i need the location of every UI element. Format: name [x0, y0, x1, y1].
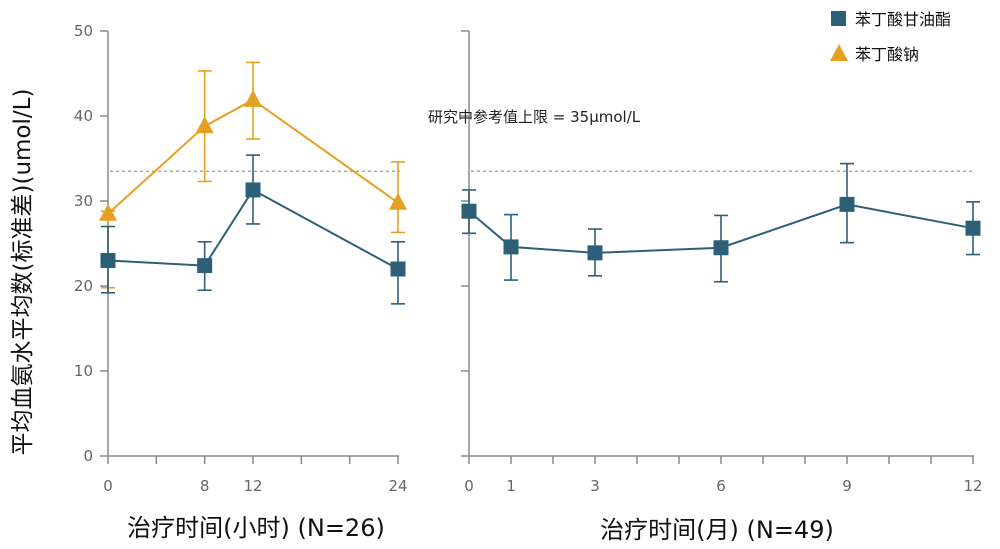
axes-layer: 0 10 20 30 40 50 0 8 12 24 0 1 3 6 9 12 [74, 22, 983, 495]
x-axis-title-months: 治疗时间(月) (N=49) [600, 516, 834, 544]
x-tick-label: 12 [963, 477, 982, 495]
data-point-triangle [244, 89, 262, 107]
series-line [107, 98, 399, 215]
legend: 苯丁酸甘油酯 苯丁酸钠 [830, 10, 951, 64]
data-point-square [245, 182, 261, 198]
x-tick-label: 8 [200, 477, 210, 495]
x-tick-label: 0 [103, 477, 113, 495]
data-point-square [197, 258, 213, 274]
x-tick-label: 24 [388, 477, 407, 495]
reference-line-label: 研究中参考值上限 = 35μmol/L [428, 108, 641, 126]
series-line [107, 188, 399, 270]
data-point-square [965, 220, 981, 236]
y-tick-label: 50 [74, 22, 93, 40]
data-point-square [390, 261, 406, 277]
y-tick-label: 0 [83, 447, 93, 465]
series-layer [99, 61, 981, 305]
x-axis-title-hours: 治疗时间(小时) (N=26) [127, 514, 385, 542]
data-point-square [839, 196, 855, 212]
y-axis-title: 平均血氨水平均数(标准差)(umol/L) [10, 89, 36, 456]
y-tick-label: 20 [74, 277, 93, 295]
legend-label-sodium-phenylbutyrate: 苯丁酸钠 [855, 45, 919, 64]
x-tick-label: 0 [464, 477, 474, 495]
x-tick-label: 6 [716, 477, 726, 495]
x-tick-label: 1 [506, 477, 516, 495]
data-point-triangle [389, 192, 407, 210]
y-tick-label: 40 [74, 107, 93, 125]
x-tick-label: 3 [590, 477, 600, 495]
data-point-triangle [195, 116, 214, 134]
data-point-square [713, 240, 729, 256]
data-point-square [100, 253, 116, 268]
x-tick-label: 9 [842, 477, 852, 495]
y-tick-label: 30 [74, 192, 93, 210]
data-point-square [587, 245, 603, 261]
x-tick-label: 12 [243, 477, 262, 495]
legend-triangle-marker [830, 44, 848, 61]
series-square [100, 154, 406, 305]
data-point-square [461, 203, 477, 219]
data-point-triangle [99, 203, 117, 221]
data-point-square [503, 239, 519, 255]
legend-square-marker [831, 11, 846, 26]
series-triangle [99, 61, 407, 289]
series-square [461, 162, 981, 283]
y-tick-label: 10 [74, 362, 93, 380]
legend-label-glycerol-phenylbutyrate: 苯丁酸甘油酯 [855, 10, 951, 29]
